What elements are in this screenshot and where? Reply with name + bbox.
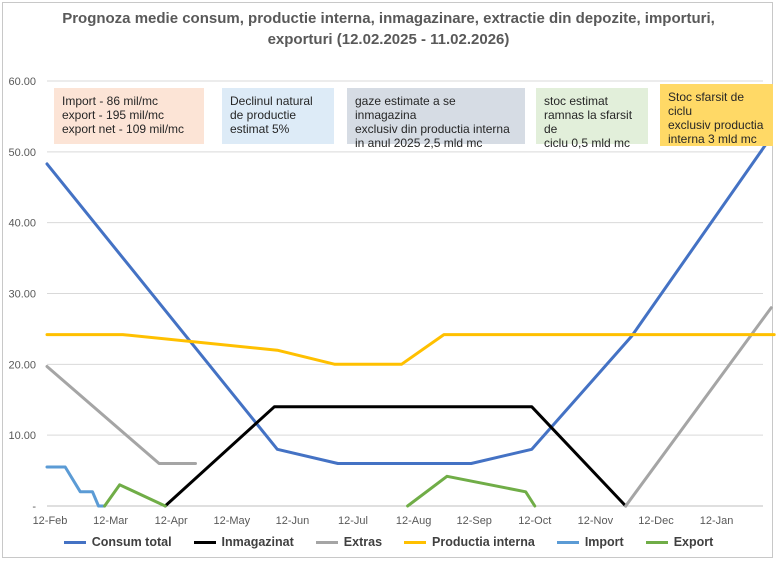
legend-item-inmagazinat: Inmagazinat <box>193 535 294 549</box>
legend-label: Inmagazinat <box>221 535 294 549</box>
x-tick-label: 12-Feb <box>33 515 68 527</box>
annotation-line: de productie <box>230 108 297 122</box>
legend-swatch <box>315 540 338 544</box>
series-line-extras <box>45 365 197 465</box>
x-tick-label: 12-Apr <box>155 515 188 527</box>
annotation-import-export: Import - 86 mil/mc export - 195 mil/mc e… <box>54 88 204 144</box>
y-tick-label: 30.00 <box>8 289 36 301</box>
annotation-line: export net - 109 mil/mc <box>62 122 185 136</box>
series-line-consum-total <box>45 139 770 465</box>
legend-label: Export <box>673 535 714 549</box>
legend-item-consum-total: Consum total <box>63 535 172 549</box>
chart-title: Prognoza medie consum, productie interna… <box>0 8 777 50</box>
y-tick-label: 60.00 <box>8 76 36 88</box>
legend-item-extras: Extras <box>315 535 383 549</box>
series-line-import <box>45 465 107 508</box>
legend-label: Extras <box>343 535 383 549</box>
legend-item-import: Import <box>556 535 624 549</box>
y-tick-label: 10.00 <box>8 430 36 442</box>
annotation-remaining-stock: stoc estimat ramnas la sfarsit de ciclu … <box>536 88 648 150</box>
legend-swatch <box>556 540 579 544</box>
legend-swatch <box>63 540 86 544</box>
annotation-line: Stoc sfarsit de ciclu <box>668 90 745 118</box>
legend-swatch <box>404 540 427 544</box>
chart-title-line-2: exporturi (12.02.2025 - 11.02.2026) <box>267 31 510 48</box>
series-line-export <box>103 483 167 508</box>
annotation-line: ramnas la sfarsit de <box>544 108 633 136</box>
annotation-line: Import - 86 mil/mc <box>62 94 159 108</box>
x-tick-label: 12-Oct <box>518 515 551 527</box>
legend-label: Import <box>584 535 624 549</box>
annotation-line: interna 3 mld mc <box>668 132 757 146</box>
legend-label: Consum total <box>91 535 172 549</box>
chart-legend: Consum total Inmagazinat Extras Producti… <box>0 535 777 549</box>
legend-swatch <box>193 540 216 544</box>
annotation-line: estimat 5% <box>230 122 290 136</box>
annotation-line: exclusiv din productia interna <box>355 122 510 136</box>
chart-title-line-1: Prognoza medie consum, productie interna… <box>62 10 715 27</box>
y-tick-label: - <box>32 501 36 513</box>
annotation-line: exclusiv productia <box>668 118 764 132</box>
series-line-export <box>406 474 537 508</box>
annotation-line: ciclu 0,5 mld mc <box>544 136 631 150</box>
annotation-natural-decline: Declinul natural de productie estimat 5% <box>222 88 334 144</box>
legend-swatch <box>645 540 668 544</box>
annotation-storage-estimate: gaze estimate a se inmagazina exclusiv d… <box>347 88 525 150</box>
legend-item-export: Export <box>645 535 714 549</box>
series-line-productia-interna <box>45 333 776 366</box>
legend-label: Productia interna <box>432 535 535 549</box>
legend-item-productia-interna: Productia interna <box>404 535 535 549</box>
x-tick-label: 12-Nov <box>578 515 614 527</box>
x-tick-label: 12-Jan <box>700 515 734 527</box>
annotation-line: stoc estimat <box>544 94 609 108</box>
x-tick-label: 12-Mar <box>93 515 128 527</box>
x-tick-label: 12-Dec <box>638 515 674 527</box>
y-tick-label: 20.00 <box>8 359 36 371</box>
series-line-extras <box>624 306 773 508</box>
y-tick-label: 40.00 <box>8 218 36 230</box>
y-tick-label: 50.00 <box>8 147 36 159</box>
series-line-inmagazinat <box>163 405 628 508</box>
x-tick-label: 12-Jun <box>276 515 310 527</box>
annotation-line: in anul 2025 2,5 mld mc <box>355 136 483 150</box>
x-tick-label: 12-Jul <box>338 515 368 527</box>
annotation-end-of-cycle-stock: Stoc sfarsit de ciclu exclusiv productia… <box>660 84 773 146</box>
annotation-line: export - 195 mil/mc <box>62 108 165 122</box>
annotation-line: Declinul natural <box>230 94 313 108</box>
x-tick-label: 12-May <box>213 515 250 527</box>
x-tick-label: 12-Aug <box>396 515 431 527</box>
annotation-line: gaze estimate a se inmagazina <box>355 94 456 122</box>
x-tick-label: 12-Sep <box>456 515 491 527</box>
